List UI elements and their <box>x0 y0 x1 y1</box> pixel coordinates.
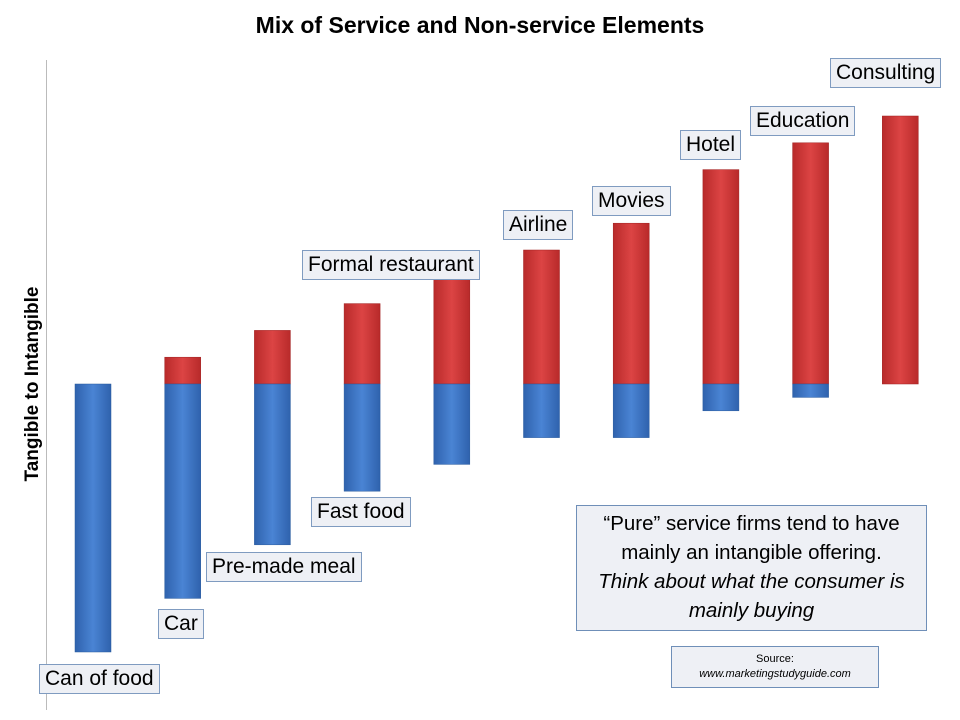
bar-intangible-9 <box>882 115 919 385</box>
bar-tangible-0 <box>74 383 112 653</box>
category-label: Can of food <box>39 664 160 694</box>
annotation-box: “Pure” service firms tend to have mainly… <box>576 505 927 631</box>
category-label: Consulting <box>830 58 942 88</box>
chart-title: Mix of Service and Non-service Elements <box>255 12 705 38</box>
bar-tangible-4 <box>433 383 471 465</box>
category-label: Education <box>750 106 856 136</box>
bar-tangible-1 <box>164 383 201 599</box>
category-label: Movies <box>592 186 671 216</box>
annotation-line-2: Think about what the consumer is mainly … <box>598 570 905 622</box>
source-url: www.marketingstudyguide.com <box>699 668 851 680</box>
bar-intangible-8 <box>792 142 829 385</box>
bar-intangible-2 <box>254 330 291 385</box>
category-label: Airline <box>503 210 574 240</box>
bar-tangible-5 <box>523 383 560 438</box>
bar-intangible-4 <box>433 276 471 385</box>
bar-tangible-6 <box>612 383 650 438</box>
category-label: Fast food <box>311 497 411 527</box>
source-label: Source: <box>756 653 794 665</box>
bar-intangible-6 <box>612 222 650 385</box>
bar-intangible-5 <box>523 249 560 385</box>
bar-intangible-7 <box>702 169 740 385</box>
bar-intangible-1 <box>164 356 201 385</box>
category-label: Hotel <box>680 130 742 160</box>
bar-tangible-7 <box>702 383 740 412</box>
source-box: Source: www.marketingstudyguide.com <box>671 646 879 688</box>
category-label: Formal restaurant <box>302 250 480 280</box>
category-label: Car <box>158 609 204 639</box>
bar-tangible-2 <box>254 383 291 546</box>
bar-intangible-3 <box>343 303 381 385</box>
category-label: Pre-made meal <box>206 552 362 582</box>
bar-tangible-8 <box>792 383 829 398</box>
y-axis-line <box>46 60 47 710</box>
annotation-line-1: “Pure” service firms tend to have mainly… <box>603 512 900 564</box>
bar-tangible-3 <box>343 383 381 492</box>
